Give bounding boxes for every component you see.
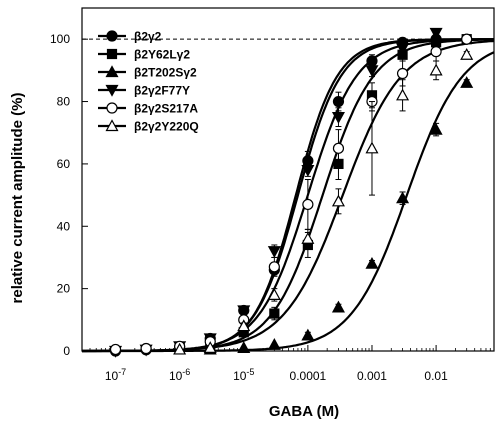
data-point	[331, 300, 345, 313]
x-tick-base: 10	[169, 369, 183, 383]
x-tick-label: 10-6	[169, 367, 190, 383]
data-point	[460, 76, 474, 88]
x-tick-label: 0.01	[424, 369, 448, 383]
legend-label: β2Y62Lγ2	[134, 48, 190, 62]
data-point	[331, 112, 345, 124]
data-point	[140, 342, 152, 355]
data-point	[332, 142, 345, 154]
data-point	[461, 33, 473, 45]
data-point	[365, 65, 379, 78]
x-tick-label: 10-5	[233, 367, 254, 383]
legend-label: β2γ2S217A	[134, 102, 198, 116]
data-point	[430, 46, 442, 58]
data-point	[203, 341, 217, 353]
y-tick-label: 100	[50, 32, 70, 46]
data-point	[106, 102, 118, 114]
data-point	[301, 328, 315, 341]
data-point	[460, 48, 474, 60]
x-tick-exponent: -5	[246, 367, 254, 377]
legend: β2γ2 β2Y62Lγ2 β2T202Sγ2 β2γ2F77Y β2γ2S217A β2…	[98, 30, 199, 134]
x-tick-base: 10	[233, 369, 247, 383]
data-point	[302, 198, 314, 211]
data-point	[173, 342, 187, 355]
data-point	[105, 119, 119, 132]
legend-label: β2γ2Y220Q	[134, 120, 199, 134]
legend-label: β2γ2F77Y	[134, 84, 190, 98]
data-point	[237, 341, 251, 353]
data-point	[267, 246, 281, 258]
data-point	[331, 194, 345, 207]
y-tick-label: 20	[57, 282, 71, 296]
data-point	[106, 30, 118, 42]
data-point	[396, 191, 410, 204]
x-tick-exponent: -6	[182, 367, 190, 377]
plot-frame	[81, 7, 495, 352]
data-point	[267, 288, 281, 300]
y-tick-label: 0	[63, 344, 70, 358]
data-point	[269, 308, 280, 319]
data-point	[429, 27, 443, 40]
data-point	[429, 63, 443, 76]
data-point	[429, 122, 443, 135]
x-tick-label: 10-7	[105, 367, 126, 383]
y-tick-label: 60	[57, 157, 71, 171]
x-tick-base: 10	[105, 369, 119, 383]
data-point	[105, 65, 119, 78]
y-tick-label: 40	[57, 219, 71, 233]
data-point	[301, 232, 315, 244]
data-point	[332, 95, 345, 108]
data-point	[396, 43, 410, 56]
data-point	[268, 261, 280, 273]
data-point	[237, 319, 251, 332]
data-point	[237, 305, 251, 318]
x-tick-exponent: -7	[118, 367, 126, 377]
data-point	[105, 84, 119, 97]
data-point	[365, 141, 379, 154]
data-point	[365, 256, 379, 269]
data-point	[267, 338, 281, 350]
data-point	[109, 343, 122, 356]
legend-label: β2γ2	[134, 30, 162, 44]
x-tick-label: 0.001	[357, 369, 387, 383]
y-axis-title: relative current amplitude (%)	[9, 93, 26, 304]
y-tick-label: 80	[57, 95, 71, 109]
legend-label: β2T202Sγ2	[134, 66, 197, 80]
x-axis-title: GABA (M)	[269, 403, 339, 420]
data-point	[301, 165, 315, 177]
data-point	[106, 48, 118, 60]
data-point	[396, 88, 410, 101]
data-point	[396, 67, 409, 80]
x-tick-label: 0.0001	[290, 369, 327, 383]
